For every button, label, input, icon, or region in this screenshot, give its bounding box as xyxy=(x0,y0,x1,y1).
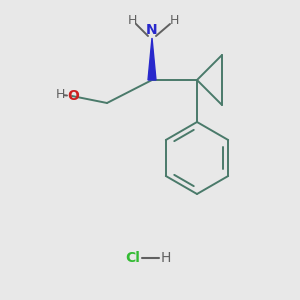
Text: N: N xyxy=(146,23,158,37)
Text: Cl: Cl xyxy=(126,251,140,265)
Text: H: H xyxy=(127,14,137,28)
Text: H: H xyxy=(55,88,65,101)
Text: H: H xyxy=(161,251,171,265)
Text: O: O xyxy=(67,89,79,103)
Polygon shape xyxy=(148,38,156,80)
Text: H: H xyxy=(169,14,179,28)
